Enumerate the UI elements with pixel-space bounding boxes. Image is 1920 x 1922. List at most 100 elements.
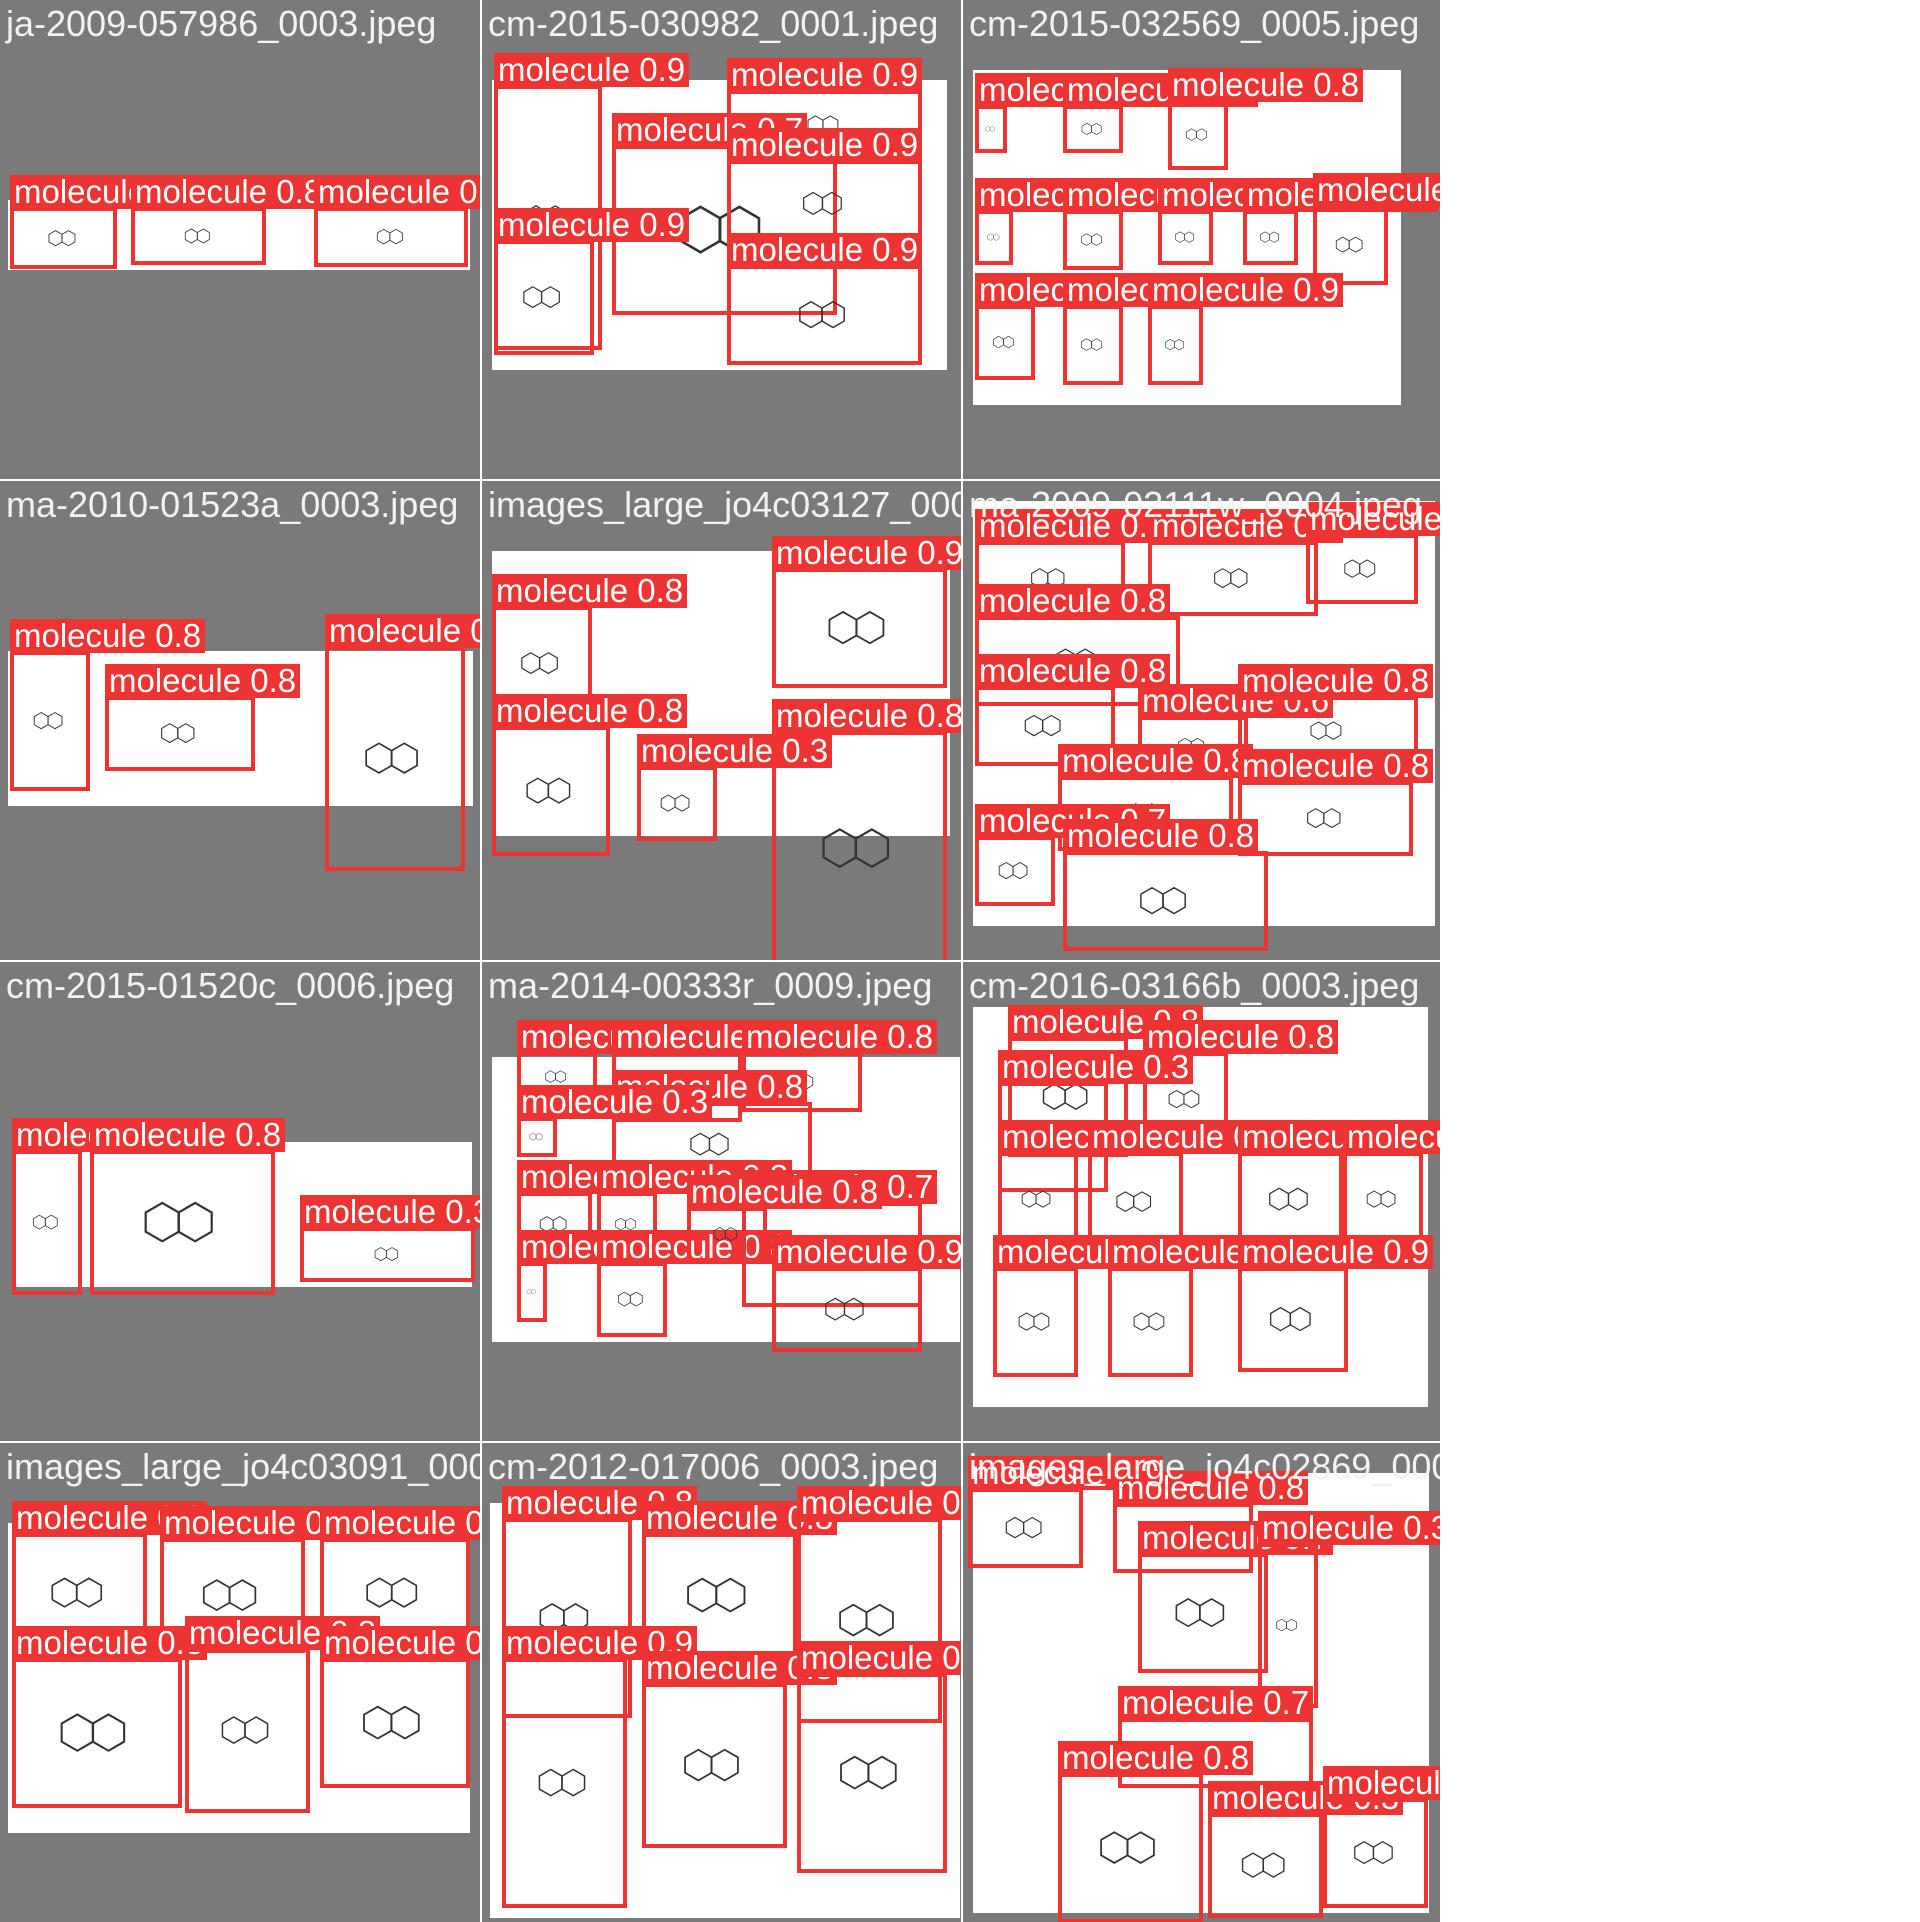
image-tile: cm-2016-03166b_0003.jpeg molecule 0.8 mole…	[963, 962, 1440, 1441]
molecule-detection-box: molecule 0.9	[1238, 1235, 1434, 1372]
molecule-detection-box: molecule 0.8	[1168, 68, 1364, 170]
molecule-detection-box: molecule 0.4	[975, 178, 1171, 265]
molecule-detection-box: molecule 0.8	[1148, 509, 1344, 616]
detection-label: molecule 0.9	[772, 536, 961, 570]
molecule-structure-icon	[987, 233, 1000, 242]
molecule-structure-icon	[1276, 1619, 1298, 1632]
molecule-detection-box: molecule 0.7	[1118, 1686, 1314, 1788]
detection-label: molecule 0.7	[1118, 1686, 1314, 1720]
molecule-structure-icon	[376, 229, 403, 245]
molecule-detection-box: molecule 0.8	[1063, 819, 1268, 951]
detection-label: molecule 0.8	[1343, 1120, 1440, 1154]
detection-label: molecule 0.8	[1238, 664, 1434, 698]
document-area	[8, 200, 470, 270]
detection-label: molecule 0.9	[1148, 273, 1344, 307]
molecule-structure-icon	[660, 794, 690, 813]
detection-label: molecule 0.8	[687, 1175, 883, 1209]
molecule-structure-icon	[161, 723, 195, 744]
molecule-structure-icon	[1018, 1312, 1049, 1332]
molecule-structure-icon	[33, 1215, 58, 1230]
molecule-structure-icon	[363, 1706, 420, 1740]
detection-label: molecule 0.8	[492, 574, 688, 608]
molecule-structure-icon	[802, 191, 842, 215]
molecule-structure-icon	[33, 712, 63, 730]
detection-label: molecule 0.8	[975, 584, 1171, 618]
molecule-structure-icon	[1175, 1598, 1225, 1628]
molecule-structure-icon	[1259, 231, 1279, 244]
detection-label: molecule 0.9	[727, 128, 923, 162]
tile-title: images_large_jo4c02869_0003.jpeg	[969, 1446, 1440, 1487]
molecule-structure-icon	[144, 1202, 213, 1243]
molecule-detection-box: molecule 0.8	[975, 273, 1171, 380]
molecule-detection-box: molecule 0.9	[502, 1626, 698, 1908]
molecule-structure-icon	[374, 1247, 398, 1262]
detection-label: molecule 0.8	[12, 1626, 208, 1660]
molecule-structure-icon	[527, 1289, 536, 1295]
molecule-structure-icon	[1042, 1083, 1088, 1111]
image-tile: images_large_jo4c02869_0003.jpeg molecule…	[963, 1443, 1440, 1922]
detection-label: molecule 0.9	[797, 1486, 961, 1520]
detection-label: molecule 0.9	[727, 58, 923, 92]
molecule-detection-box: molecule 0.8	[185, 1616, 381, 1813]
molecule-structure-icon	[985, 126, 996, 132]
detection-label: molecule 0.8	[1306, 502, 1440, 536]
image-tile: ja-2009-057986_0003.jpeg molecule 0.9 mole…	[0, 0, 480, 479]
molecule-detection-box: molecule 0.9	[494, 208, 690, 355]
molecule-structure-icon	[1081, 123, 1102, 135]
molecule-structure-icon	[184, 228, 210, 244]
molecule-structure-icon	[828, 611, 885, 645]
detection-label: molecule 0.8	[105, 664, 301, 698]
tile-title: ma-2014-00333r_0009.jpeg	[488, 965, 933, 1006]
molecule-detection-box: molecule 0.8	[1063, 273, 1259, 385]
molecule-structure-icon	[523, 286, 561, 309]
molecule-detection-box: molecule 0.8	[975, 584, 1180, 706]
molecule-detection-box: molecule 0.9	[772, 536, 961, 688]
molecule-detection-box: molecule 0.8	[597, 1230, 793, 1337]
tile-title: cm-2016-03166b_0003.jpeg	[969, 965, 1420, 1006]
molecule-structure-icon	[1344, 559, 1376, 579]
molecule-structure-icon	[1186, 128, 1208, 142]
image-tile: ma-2014-00333r_0009.jpeg molecule 0.8 mole…	[482, 962, 961, 1441]
detection-label: molecule 0.3	[1258, 1511, 1440, 1545]
molecule-structure-icon	[1081, 233, 1103, 247]
detection-label: molecule 0.8	[1058, 744, 1254, 778]
detection-label: molecule 0.9	[320, 1506, 480, 1540]
molecule-detection-box: molecule 0.9	[1243, 178, 1439, 265]
molecule-detection-box: molecule 0.3	[300, 1195, 480, 1282]
molecule-detection-box: molecule 0.8	[1143, 1020, 1339, 1147]
detection-label: molecule 0.8	[1063, 819, 1259, 853]
image-tile: cm-2015-030982_0001.jpeg molecule 0.9 mole…	[482, 0, 961, 479]
document-area	[8, 1523, 470, 1833]
molecule-detection-box: molecule 0.8	[10, 619, 206, 791]
detection-label: molecule 0.8	[1238, 749, 1434, 783]
molecule-detection-box: molecule 0.8	[12, 1118, 208, 1295]
molecule-detection-box: molecule 0.9	[727, 233, 923, 365]
molecule-detection-box: molecule 0.8	[1058, 744, 1254, 851]
molecule-detection-box: molecule 0.3	[517, 1085, 713, 1157]
detection-label: molecule 0.9	[494, 208, 690, 242]
tile-title: ma-2010-01523a_0003.jpeg	[6, 484, 459, 525]
molecule-detection-box: molecule 0.8	[797, 1641, 961, 1873]
molecule-structure-icon	[51, 1577, 102, 1609]
tile-title: images_large_jo4c03127_0003.jpg	[488, 484, 961, 525]
detection-label: molecule 0.9	[727, 233, 923, 267]
molecule-structure-icon	[1214, 568, 1248, 589]
molecule-structure-icon	[1306, 808, 1341, 829]
molecule-structure-icon	[60, 1713, 126, 1753]
detection-label: molecule 0.3	[517, 1085, 713, 1119]
molecule-structure-icon	[1168, 1090, 1199, 1109]
molecule-structure-icon	[1099, 1831, 1155, 1865]
molecule-structure-icon	[683, 1749, 739, 1782]
molecule-structure-icon	[713, 1227, 738, 1242]
molecule-structure-icon	[1139, 887, 1186, 915]
molecule-structure-icon	[993, 336, 1015, 349]
molecule-structure-icon	[1353, 1841, 1393, 1865]
image-tile: ma-2009-02111w_0004.jpeg molecule 0.8 mole…	[963, 481, 1440, 960]
molecule-detection-box: molecule 0.7	[1138, 1521, 1334, 1673]
molecule-detection-box: molecule 0.3	[1258, 1511, 1440, 1708]
detection-label: molecule 0.9	[1238, 1235, 1434, 1269]
molecule-structure-icon	[686, 1578, 746, 1613]
image-tile: cm-2012-017006_0003.jpeg molecule 0.8 mole…	[482, 1443, 961, 1922]
molecule-detection-box: molecule 0.8	[1063, 73, 1259, 153]
detection-label: molecule 0.8	[1143, 1020, 1339, 1054]
